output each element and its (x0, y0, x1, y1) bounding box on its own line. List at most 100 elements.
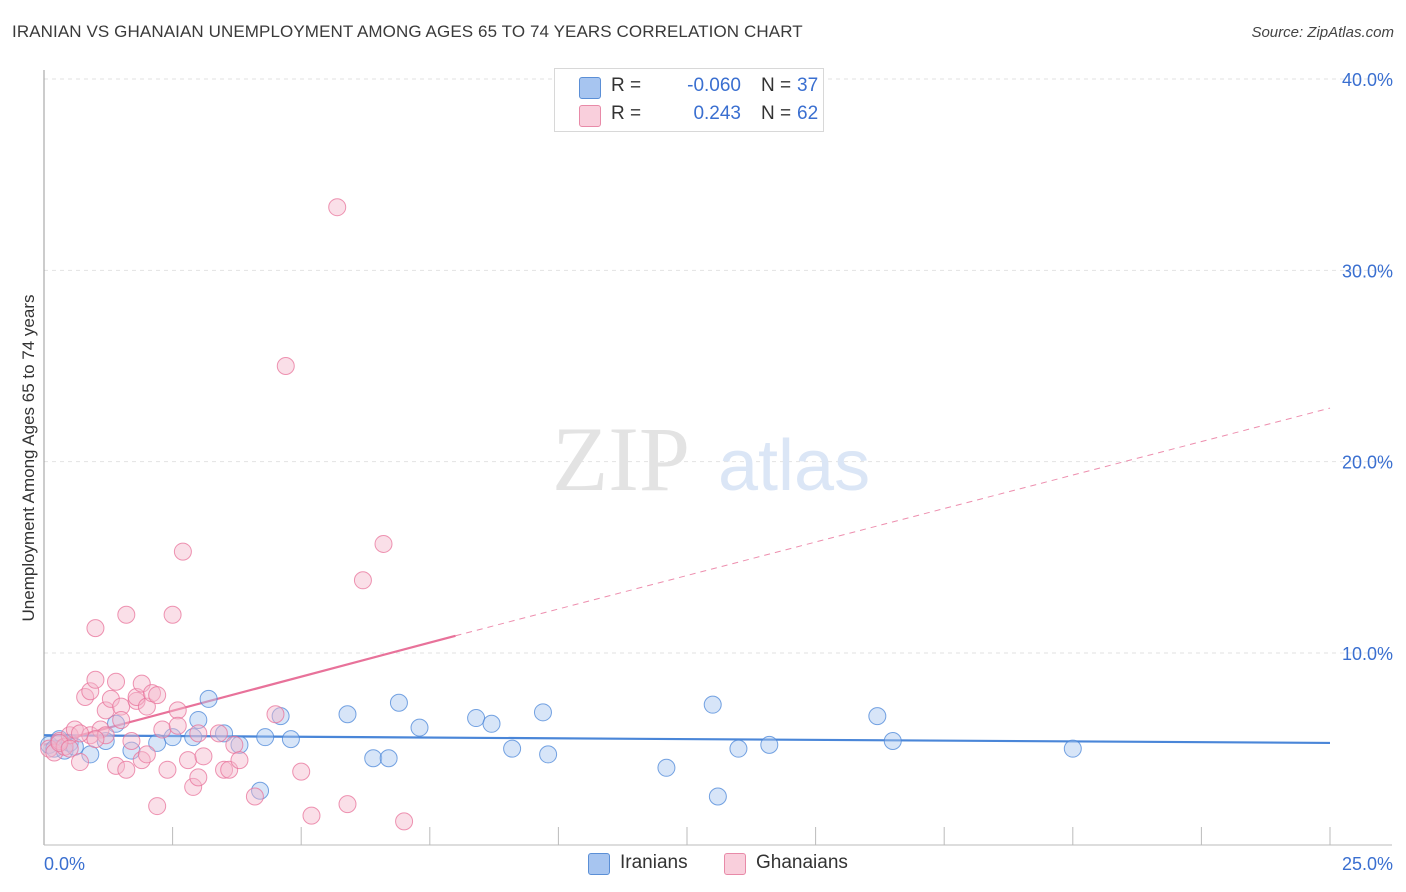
point-iranians (379, 749, 398, 768)
point-iranians (163, 728, 182, 747)
source-label: Source: ZipAtlas.com (1251, 24, 1394, 41)
point-ghanaians (81, 682, 100, 701)
x-tick-label: 0.0% (44, 854, 85, 874)
point-ghanaians (194, 747, 213, 766)
watermark-zip: ZIP (552, 408, 690, 510)
point-ghanaians (60, 739, 79, 758)
point-ghanaians (292, 762, 311, 781)
point-ghanaians (173, 542, 192, 561)
bottom-legend-swatch-iranians (588, 853, 610, 875)
point-ghanaians (163, 605, 182, 624)
point-iranians (868, 707, 887, 726)
point-iranians (389, 693, 408, 712)
point-ghanaians (122, 732, 141, 751)
point-ghanaians (91, 720, 110, 739)
point-ghanaians (338, 795, 357, 814)
point-iranians (883, 732, 902, 751)
legend-r-label: R = (611, 75, 642, 96)
point-ghanaians (153, 720, 172, 739)
point-ghanaians (230, 751, 249, 770)
point-ghanaians (245, 787, 264, 806)
point-ghanaians (107, 672, 126, 691)
point-ghanaians (225, 735, 244, 754)
trend-line-ghanaians (43, 634, 456, 746)
point-ghanaians (168, 716, 187, 735)
y-tick-label: 40.0% (1342, 70, 1393, 90)
point-iranians (251, 781, 270, 800)
legend-r-value: -0.060 (687, 75, 741, 96)
trend-line-iranians (43, 734, 1331, 745)
point-ghanaians (374, 534, 393, 553)
point-ghanaians (71, 753, 90, 772)
legend-n-value: 37 (797, 75, 819, 96)
axes (43, 70, 1392, 846)
grid (44, 78, 1392, 845)
point-ghanaians (132, 751, 151, 770)
point-ghanaians (328, 198, 347, 217)
point-ghanaians (266, 705, 285, 724)
point-iranians (338, 705, 357, 724)
legend-r-value: 0.243 (693, 103, 741, 124)
point-ghanaians (209, 724, 228, 743)
point-iranians (503, 739, 522, 758)
bottom-legend-label-ghanaians: Ghanaians (756, 852, 848, 873)
trend-lines (43, 407, 1331, 746)
watermark-atlas: atlas (718, 426, 870, 506)
point-ghanaians (76, 688, 95, 707)
point-ghanaians (189, 768, 208, 787)
chart-title: IRANIAN VS GHANAIAN UNEMPLOYMENT AMONG A… (12, 22, 803, 41)
point-iranians (1063, 739, 1082, 758)
point-iranians (410, 718, 429, 737)
bottom-legend-label-iranians: Iranians (620, 852, 688, 873)
legend-swatch-iranians (579, 77, 601, 99)
point-iranians (760, 735, 779, 754)
point-iranians (189, 710, 208, 729)
point-ghanaians (107, 756, 126, 775)
point-ghanaians (86, 670, 105, 689)
point-iranians (256, 728, 275, 747)
x-tick-label: 25.0% (1342, 854, 1393, 874)
point-ghanaians (302, 806, 321, 825)
point-iranians (467, 709, 486, 728)
y-tick-label: 20.0% (1342, 453, 1393, 473)
point-ghanaians (276, 357, 295, 375)
point-ghanaians (86, 619, 105, 638)
legend-r-label: R = (611, 103, 642, 124)
point-iranians (657, 758, 676, 777)
watermark: ZIP atlas (552, 408, 870, 510)
data-points (40, 198, 1082, 831)
point-ghanaians (148, 686, 167, 705)
point-ghanaians (179, 751, 198, 770)
point-ghanaians (45, 743, 64, 762)
point-ghanaians (50, 733, 69, 752)
point-iranians (281, 730, 300, 749)
point-iranians (539, 745, 558, 764)
point-ghanaians (215, 760, 234, 779)
point-ghanaians (96, 701, 115, 720)
correlation-legend: R = -0.060 N = 37 R = 0.243 N = 62 (554, 68, 824, 132)
y-tick-label: 30.0% (1342, 261, 1393, 281)
point-ghanaians (395, 812, 414, 831)
point-iranians (199, 689, 218, 708)
legend-n-label: N = (761, 75, 792, 96)
point-ghanaians (96, 726, 115, 745)
point-iranians (230, 735, 249, 754)
trend-extension-ghanaians (455, 407, 1331, 637)
legend-n-label: N = (761, 103, 792, 124)
tick-labels: 10.0% 20.0% 30.0% 40.0% 0.0% 25.0% (44, 70, 1393, 874)
point-ghanaians (189, 724, 208, 743)
point-ghanaians (137, 697, 156, 716)
point-iranians (482, 714, 501, 733)
y-tick-label: 10.0% (1342, 644, 1393, 664)
point-ghanaians (148, 797, 167, 816)
legend-swatch-ghanaians (579, 105, 601, 127)
point-ghanaians (127, 691, 146, 710)
point-ghanaians (158, 760, 177, 779)
bottom-legend-swatch-ghanaians (724, 853, 746, 875)
point-ghanaians (168, 701, 187, 720)
legend-n-value: 62 (797, 103, 819, 124)
point-iranians (729, 739, 748, 758)
point-ghanaians (86, 730, 105, 749)
point-ghanaians (117, 605, 136, 624)
